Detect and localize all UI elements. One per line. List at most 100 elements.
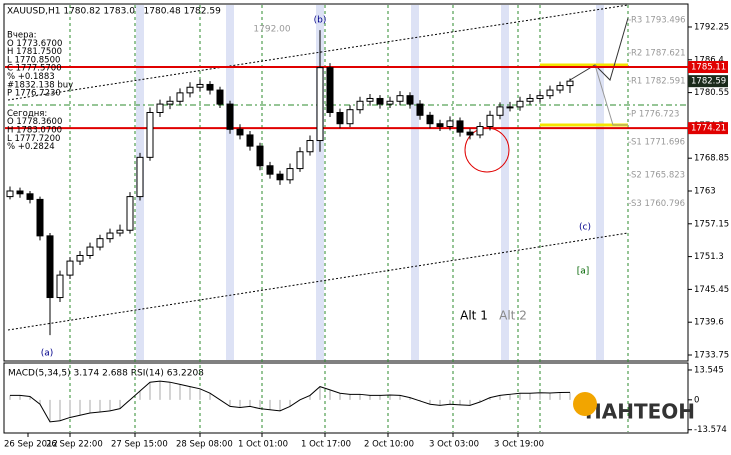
candle-body xyxy=(96,238,104,248)
y-tick-label: 1763 xyxy=(694,186,716,196)
info-line: % +0.2824 xyxy=(7,142,55,152)
y-tick-label: 1757.15 xyxy=(694,219,729,229)
candle-body xyxy=(176,92,184,102)
candle-body xyxy=(86,246,94,256)
x-tick-label: 2 Oct 10:00 xyxy=(364,440,414,450)
x-tick-label: 26 Sep 2012 xyxy=(4,440,58,450)
candle-body xyxy=(406,95,414,105)
pivot-label: R2 1787.621 xyxy=(631,48,686,58)
candle-body xyxy=(226,103,234,130)
y-tick-label: 1786.4 xyxy=(694,55,724,65)
annotation: Alt 2 xyxy=(499,309,527,323)
candle-body xyxy=(166,100,174,105)
candle-body xyxy=(526,97,534,102)
info-line: H 1783.0700 xyxy=(7,126,62,136)
x-tick-label: 3 Oct 19:00 xyxy=(494,440,544,450)
session-band xyxy=(501,5,509,360)
chart-title: XAUUSD,H1 1780.82 1783.07 1780.48 1782.5… xyxy=(7,7,221,17)
candle-body xyxy=(426,114,434,125)
candle-body xyxy=(396,95,404,102)
candle-body xyxy=(126,196,134,231)
candle-body xyxy=(456,120,464,133)
candle-body xyxy=(6,190,14,198)
level-label: 1785.11 xyxy=(691,63,726,73)
level-box xyxy=(688,61,728,74)
candle-body xyxy=(436,123,444,128)
channel xyxy=(7,4,629,101)
candle-body xyxy=(186,86,194,94)
logo-icon xyxy=(573,392,597,416)
candle-body xyxy=(146,111,154,158)
x-tick-label: 1 Oct 01:00 xyxy=(238,440,288,450)
annotation: (c) xyxy=(579,223,591,233)
y-tick-label: 1745.45 xyxy=(694,285,729,295)
candle-body xyxy=(196,83,204,88)
info-line: O 1778.3600 xyxy=(7,117,62,127)
candle-body xyxy=(336,111,344,125)
level-box xyxy=(688,122,728,135)
session-band xyxy=(316,5,324,360)
annotation: (a) xyxy=(41,349,54,359)
candle-body xyxy=(76,254,84,262)
projection xyxy=(569,17,629,81)
info-line: % +0.1883 xyxy=(7,72,55,82)
annotation: (b) xyxy=(314,16,327,26)
level-label: 1774.21 xyxy=(691,124,726,134)
pivot-label: R3 1793.496 xyxy=(631,15,686,25)
candle-body xyxy=(506,106,514,109)
candle-body xyxy=(116,229,124,234)
candle-body xyxy=(316,67,324,142)
candle-body xyxy=(106,232,114,240)
price-box xyxy=(688,75,728,88)
candle-body xyxy=(46,235,54,299)
ind-line xyxy=(10,380,571,423)
pivot-label: R1 1782.591 xyxy=(631,77,686,87)
pivot-label: P 1776.723 xyxy=(631,110,679,120)
pivot-label: S1 1771.696 xyxy=(631,138,685,148)
candle-body xyxy=(446,120,454,128)
x-tick-label: 27 Sep 15:00 xyxy=(111,440,168,450)
candle-body xyxy=(546,89,554,97)
candle-body xyxy=(556,85,564,91)
candle-body xyxy=(366,97,374,102)
info-line: H 1781.7500 xyxy=(7,47,62,57)
y-tick-label: 1792.25 xyxy=(694,22,729,32)
info-line: C 1777.5700 xyxy=(7,64,62,74)
annotation: 1792.00 xyxy=(253,25,290,35)
x-tick-label: 26 Sep 22:00 xyxy=(46,440,103,450)
candle-body xyxy=(486,114,494,128)
info-line: Вчера: xyxy=(7,31,37,41)
info-line: Сегодня: xyxy=(7,109,47,119)
candle-body xyxy=(156,103,164,113)
pivot-label: S3 1760.796 xyxy=(631,199,685,209)
info-line: P 1776.7230 xyxy=(7,89,61,99)
candle-body xyxy=(386,100,394,105)
y-tick-label: 1739.6 xyxy=(694,318,724,328)
candle-body xyxy=(16,190,24,195)
ind-tick-label: -13.574 xyxy=(694,425,727,435)
candle-body xyxy=(66,260,74,276)
ind-tick-label: 0 xyxy=(694,395,699,405)
candle-body xyxy=(136,156,144,198)
info-line: L 1770.8500 xyxy=(7,55,60,65)
candle-body xyxy=(56,274,64,299)
main-frame xyxy=(3,3,689,362)
info-line: #1832.138 buy xyxy=(7,80,73,90)
candle-body xyxy=(26,193,34,200)
session-band xyxy=(596,5,604,360)
candle-body xyxy=(416,103,424,116)
session-band xyxy=(411,5,419,360)
candle-body xyxy=(206,83,214,91)
x-tick-label: 3 Oct 03:00 xyxy=(429,440,479,450)
candle-body xyxy=(246,134,254,147)
candle-body xyxy=(326,67,334,113)
x-tick-label: 28 Sep 08:00 xyxy=(176,440,233,450)
candle-body xyxy=(286,168,294,181)
candle-body xyxy=(296,151,304,170)
price-label: 1782.59 xyxy=(691,77,726,87)
candle-body xyxy=(256,145,264,167)
candle-body xyxy=(536,95,544,99)
info-line: O 1773.6700 xyxy=(7,39,62,49)
